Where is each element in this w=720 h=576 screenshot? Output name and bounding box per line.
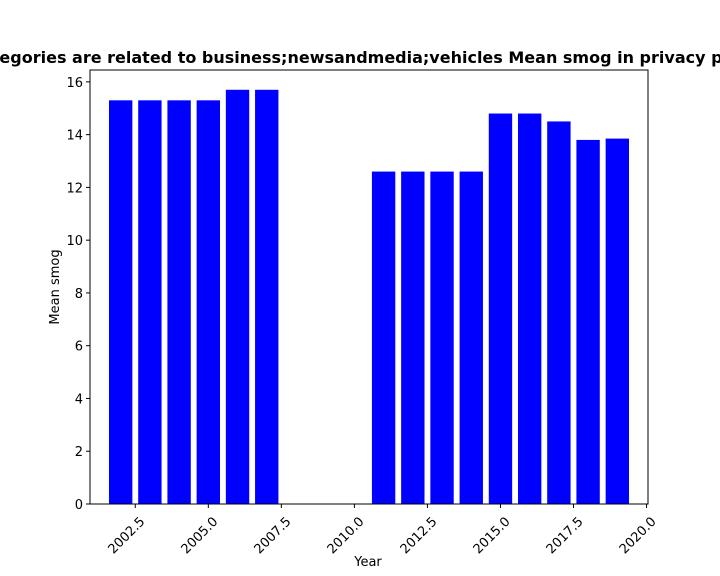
bar-2013	[430, 171, 454, 504]
bar-2018	[576, 139, 600, 504]
bar-2011	[371, 171, 396, 504]
bar-2002	[108, 100, 133, 504]
bar-2019	[605, 138, 630, 504]
x-tick-label: 2015.0	[471, 514, 514, 557]
bars-group	[108, 89, 630, 504]
y-tick-label: 0	[75, 498, 83, 513]
y-tick-label: 14	[66, 129, 83, 144]
y-tick-label: 6	[75, 340, 83, 355]
bar-2014	[459, 171, 483, 504]
x-tick-label: 2012.5	[398, 514, 441, 557]
y-tick-label: 4	[75, 392, 83, 407]
bar-2015	[488, 113, 513, 504]
chart-title: ategories are related to business;newsan…	[0, 48, 720, 67]
bar-2005	[196, 100, 220, 504]
y-axis-label: Mean smog	[48, 249, 63, 324]
bar-2007	[255, 89, 279, 504]
bar-2016	[517, 113, 542, 504]
plot-frame	[89, 69, 649, 505]
y-tick-label: 2	[75, 445, 83, 460]
x-tick-label: 2010.0	[325, 514, 368, 557]
bar-2017	[547, 121, 571, 504]
x-axis-ticks: 2002.5 2005.0 2007.5 2010.0 2012.5 2015.0 2017…	[106, 504, 660, 557]
x-tick-label: 2017.5	[544, 514, 587, 557]
x-tick-label: 2005.0	[179, 514, 222, 557]
x-axis-label: Year	[353, 555, 382, 570]
y-axis-ticks: 0 2 4 6 8 10 12 14 16	[66, 76, 90, 513]
y-tick-label: 10	[66, 234, 83, 249]
bar-2004	[167, 100, 191, 504]
y-tick-label: 12	[66, 181, 83, 196]
x-tick-label: 2002.5	[106, 514, 149, 557]
y-tick-label: 8	[75, 287, 83, 302]
bar-2003	[138, 100, 162, 504]
bar-2012	[401, 171, 425, 504]
y-tick-label: 16	[66, 76, 83, 91]
bar-2006	[225, 89, 250, 504]
x-tick-label: 2020.0	[617, 514, 660, 557]
x-tick-label: 2007.5	[252, 514, 295, 557]
